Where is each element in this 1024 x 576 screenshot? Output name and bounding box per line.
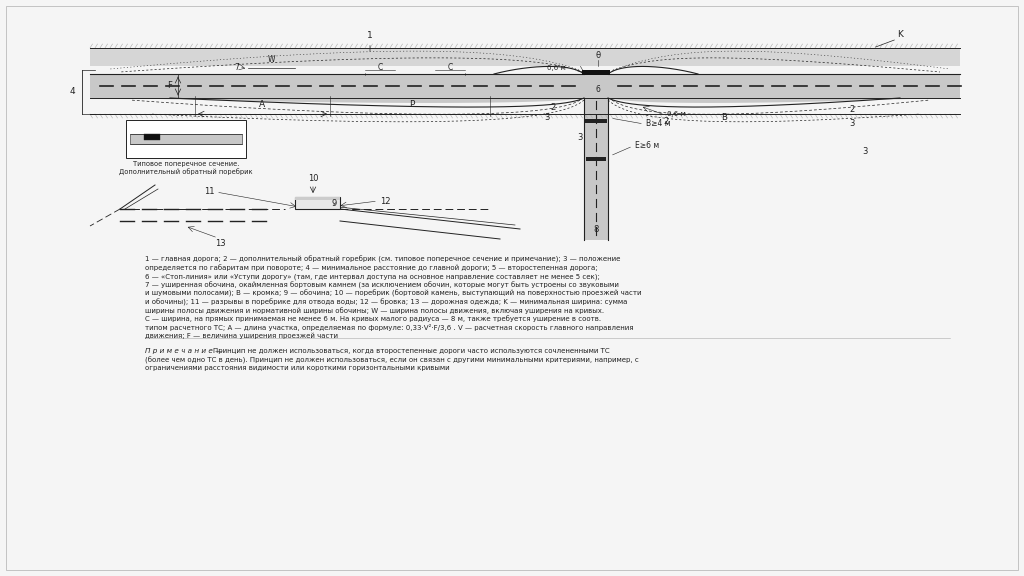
Text: (более чем одно ТС в день). Принцип не должен использоваться, если он связан с д: (более чем одно ТС в день). Принцип не д…	[145, 357, 639, 364]
Text: 8: 8	[593, 225, 599, 234]
Text: F: F	[168, 81, 172, 90]
Text: и обочины); 11 — разрывы в поребрике для отвода воды; 12 — бровка; 13 — дорожная: и обочины); 11 — разрывы в поребрике для…	[145, 298, 628, 306]
Text: 2: 2	[849, 105, 855, 114]
Bar	[90, 74, 961, 98]
Text: 4: 4	[70, 88, 75, 97]
Bar	[295, 197, 340, 209]
Text: 6: 6	[596, 85, 600, 94]
Text: Типовое поперечное сечение.: Типовое поперечное сечение.	[133, 161, 240, 167]
Text: 13: 13	[215, 239, 225, 248]
Text: 1: 1	[368, 31, 373, 51]
Text: 2: 2	[550, 103, 556, 112]
Bar	[582, 70, 610, 75]
Text: A: A	[259, 100, 265, 109]
Text: и шумовыми полосами); B — кромка; 9 — обочина; 10 — поребрик (бортовой камень, в: и шумовыми полосами); B — кромка; 9 — об…	[145, 290, 641, 297]
Text: C: C	[378, 63, 383, 71]
Text: 1 — главная дорога; 2 — дополнительный обратный горебрик (см. типовое поперечное: 1 — главная дорога; 2 — дополнительный о…	[145, 256, 621, 263]
Text: B≥4 м: B≥4 м	[646, 119, 671, 128]
Text: ограничениями расстояния видимости или короткими горизонтальными кривыми: ограничениями расстояния видимости или к…	[145, 365, 450, 371]
Text: 7: 7	[234, 63, 240, 71]
Bar	[130, 134, 242, 144]
Text: B: B	[721, 113, 727, 122]
Text: 0,6 м: 0,6 м	[667, 111, 686, 117]
Text: W: W	[268, 55, 275, 64]
Text: 6 — «Стоп-линия» или «Уступи дорогу» (там, где интервал доступа на основное напр: 6 — «Стоп-линия» или «Уступи дорогу» (та…	[145, 273, 600, 279]
Text: E≥6 м: E≥6 м	[635, 141, 659, 150]
Text: 9: 9	[332, 199, 337, 209]
Text: типом расчетного ТС; A — длина участка, определяемая по формуле: 0,33·V²·F/3,6 .: типом расчетного ТС; A — длина участка, …	[145, 324, 634, 331]
Text: 11: 11	[205, 187, 215, 195]
Text: 10: 10	[308, 174, 318, 183]
Polygon shape	[608, 74, 940, 103]
Text: Принцип не должен использоваться, когда второстепенные дороги часто используются: Принцип не должен использоваться, когда …	[213, 348, 609, 354]
Bar	[90, 48, 961, 66]
Bar	[585, 119, 607, 123]
Text: ширины полосы движения и нормативной ширины обочины; W — ширина полосы движения,: ширины полосы движения и нормативной шир…	[145, 307, 604, 314]
Text: 12: 12	[380, 196, 390, 206]
Text: П р и м е ч а н и е —: П р и м е ч а н и е —	[145, 348, 222, 354]
Text: P: P	[410, 100, 415, 109]
Text: Дополнительный обратный поребрик: Дополнительный обратный поребрик	[119, 168, 253, 175]
Polygon shape	[120, 74, 584, 103]
Text: 3: 3	[545, 113, 550, 122]
Bar	[586, 157, 606, 161]
Bar	[126, 120, 246, 158]
Text: 3: 3	[862, 147, 867, 156]
Text: 0,6 м: 0,6 м	[547, 65, 566, 71]
Text: K: K	[897, 30, 903, 39]
Text: C — ширина, на прямых принимаемая не менее 6 м. На кривых малого радиуса — 8 м, : C — ширина, на прямых принимаемая не мен…	[145, 316, 601, 323]
Text: θ: θ	[595, 51, 600, 60]
Bar	[295, 197, 340, 200]
Text: движения; F — величина уширения проезжей части: движения; F — величина уширения проезжей…	[145, 332, 338, 339]
Bar	[144, 134, 160, 140]
Text: C: C	[447, 63, 453, 71]
Text: 3: 3	[849, 119, 855, 128]
Text: 3: 3	[578, 133, 583, 142]
Text: 2: 2	[664, 117, 669, 126]
Text: 7 — уширенная обочина, окаймленная бортовым камнем (за исключением обочин, котор: 7 — уширенная обочина, окаймленная борто…	[145, 282, 618, 289]
Bar	[584, 98, 608, 240]
Text: определяется по габаритам при повороте; 4 — минимальное расстояние до главной до: определяется по габаритам при повороте; …	[145, 264, 598, 271]
